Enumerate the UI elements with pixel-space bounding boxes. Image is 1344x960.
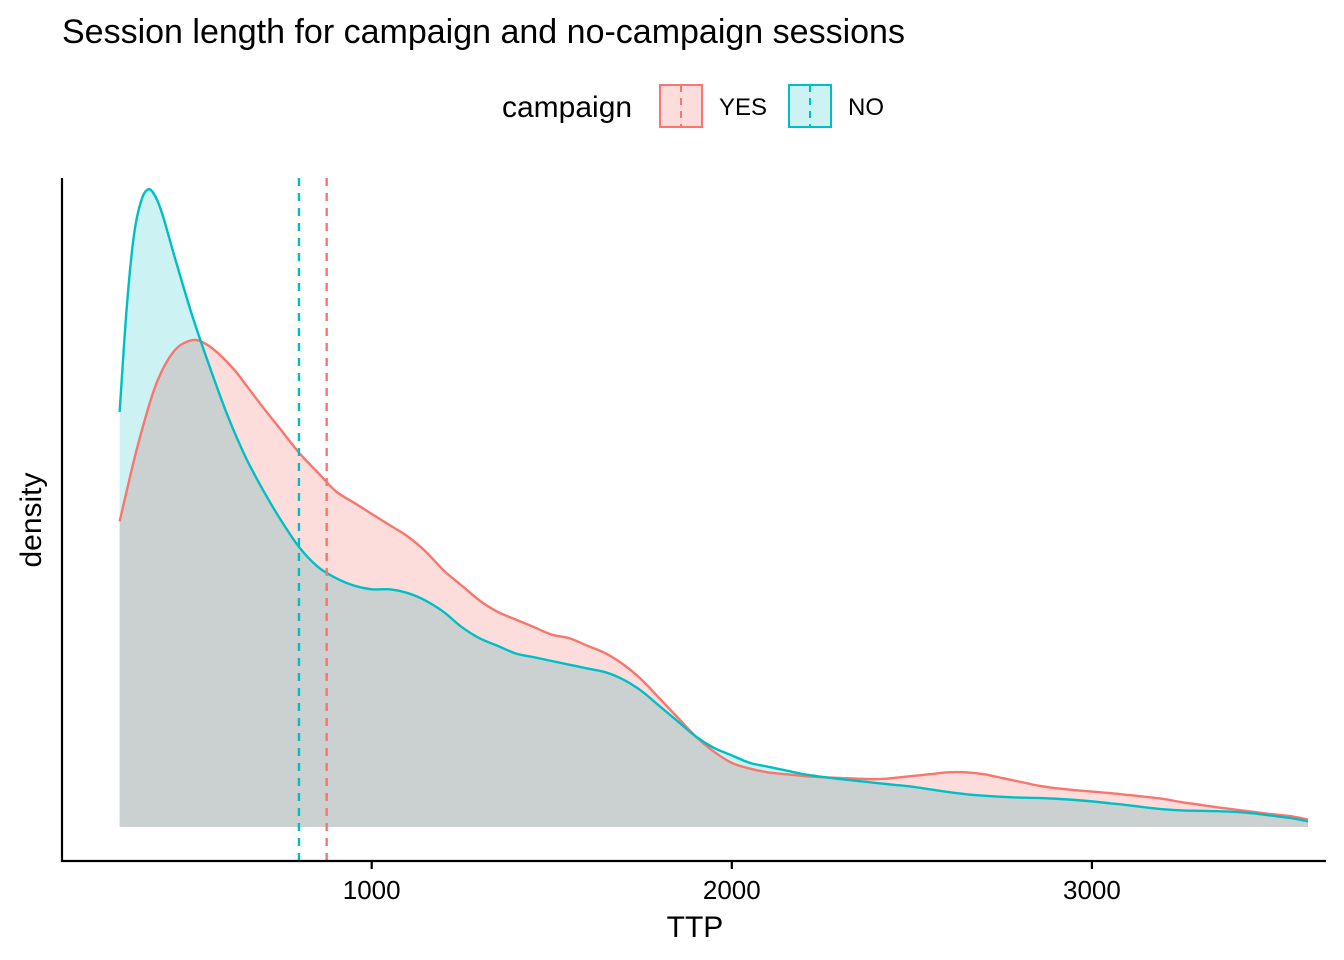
chart-title: Session length for campaign and no-campa… (62, 13, 905, 51)
y-axis-title: density (15, 472, 48, 567)
x-tick-label-3000: 3000 (1063, 875, 1121, 905)
legend-title: campaign (502, 91, 632, 124)
density-area-no (119, 189, 1308, 828)
x-tick-label-2000: 2000 (703, 875, 761, 905)
density-line-no (118, 188, 1309, 823)
legend: campaign YES NO (502, 84, 884, 128)
legend-label-yes: YES (719, 94, 767, 121)
x-axis-title: TTP (667, 911, 724, 944)
legend-key-yes (659, 84, 703, 128)
legend-label-no: NO (848, 94, 884, 121)
x-tick-label-1000: 1000 (343, 875, 401, 905)
plot-area (118, 178, 1309, 861)
legend-key-no (788, 84, 832, 128)
axes: 1000 2000 3000 (60, 178, 1326, 905)
